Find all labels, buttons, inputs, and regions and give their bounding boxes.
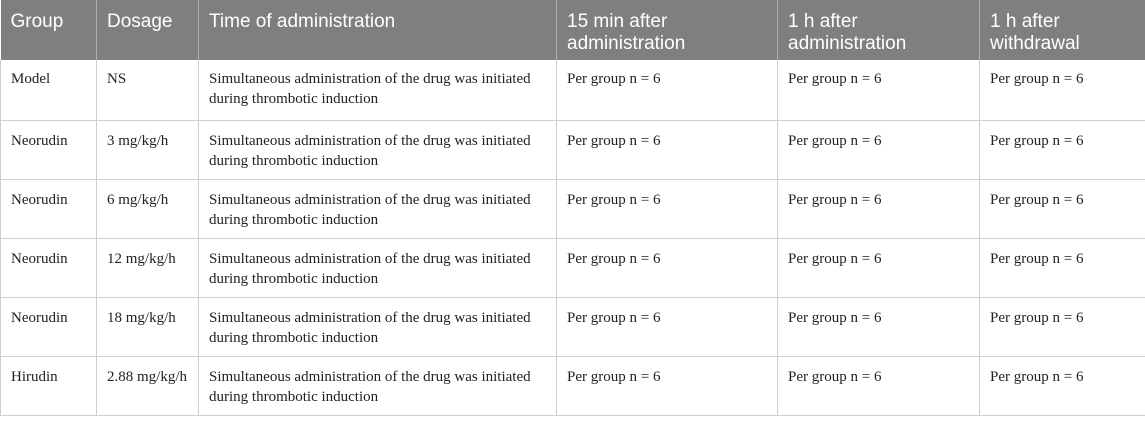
cell-1-h-after-withdrawal: Per group n = 6 (979, 120, 1145, 180)
cell-1-h-after-administration: Per group n = 6 (777, 60, 980, 121)
cell-15-min-after-administration: Per group n = 6 (556, 179, 778, 239)
table-row: Neorudin 6 mg/kg/h Simultaneous administ… (0, 179, 1145, 239)
cell-dosage: 2.88 mg/kg/h (96, 356, 199, 416)
cell-1-h-after-withdrawal: Per group n = 6 (979, 297, 1145, 357)
cell-15-min-after-administration: Per group n = 6 (556, 238, 778, 298)
cell-1-h-after-withdrawal: Per group n = 6 (979, 238, 1145, 298)
cell-1-h-after-administration: Per group n = 6 (777, 179, 980, 239)
cell-1-h-after-withdrawal: Per group n = 6 (979, 60, 1145, 121)
cell-15-min-after-administration: Per group n = 6 (556, 120, 778, 180)
cell-15-min-after-administration: Per group n = 6 (556, 356, 778, 416)
table-header: Group Dosage Time of administration 15 m… (0, 0, 1145, 60)
dosing-table: Group Dosage Time of administration 15 m… (0, 0, 1145, 416)
cell-time-of-administration: Simultaneous administration of the drug … (198, 120, 557, 180)
cell-1-h-after-administration: Per group n = 6 (777, 120, 980, 180)
cell-dosage: 12 mg/kg/h (96, 238, 199, 298)
table-row: Neorudin 12 mg/kg/h Simultaneous adminis… (0, 238, 1145, 298)
cell-dosage: 3 mg/kg/h (96, 120, 199, 180)
cell-dosage: 6 mg/kg/h (96, 179, 199, 239)
header-group: Group (0, 0, 97, 60)
cell-dosage: NS (96, 60, 199, 121)
cell-time-of-administration: Simultaneous administration of the drug … (198, 60, 557, 121)
cell-time-of-administration: Simultaneous administration of the drug … (198, 297, 557, 357)
table-row: Neorudin 3 mg/kg/h Simultaneous administ… (0, 120, 1145, 180)
header-row: Group Dosage Time of administration 15 m… (0, 0, 1145, 60)
cell-1-h-after-withdrawal: Per group n = 6 (979, 179, 1145, 239)
cell-time-of-administration: Simultaneous administration of the drug … (198, 356, 557, 416)
cell-group: Model (0, 60, 97, 121)
cell-group: Neorudin (0, 120, 97, 180)
header-dosage: Dosage (96, 0, 199, 60)
table-row: Neorudin 18 mg/kg/h Simultaneous adminis… (0, 297, 1145, 357)
table-row: Hirudin 2.88 mg/kg/h Simultaneous admini… (0, 356, 1145, 416)
table-row: Model NS Simultaneous administration of … (0, 60, 1145, 121)
cell-group: Neorudin (0, 238, 97, 298)
cell-15-min-after-administration: Per group n = 6 (556, 297, 778, 357)
cell-1-h-after-administration: Per group n = 6 (777, 356, 980, 416)
cell-1-h-after-administration: Per group n = 6 (777, 297, 980, 357)
cell-group: Hirudin (0, 356, 97, 416)
cell-time-of-administration: Simultaneous administration of the drug … (198, 179, 557, 239)
table-body: Model NS Simultaneous administration of … (0, 60, 1145, 416)
header-time-of-administration: Time of administration (198, 0, 557, 60)
cell-time-of-administration: Simultaneous administration of the drug … (198, 238, 557, 298)
header-15-min-after-administration: 15 min after administration (556, 0, 778, 60)
cell-1-h-after-withdrawal: Per group n = 6 (979, 356, 1145, 416)
cell-group: Neorudin (0, 297, 97, 357)
cell-dosage: 18 mg/kg/h (96, 297, 199, 357)
header-1-h-after-withdrawal: 1 h after withdrawal (979, 0, 1145, 60)
cell-1-h-after-administration: Per group n = 6 (777, 238, 980, 298)
cell-15-min-after-administration: Per group n = 6 (556, 60, 778, 121)
cell-group: Neorudin (0, 179, 97, 239)
header-1-h-after-administration: 1 h after administration (777, 0, 980, 60)
